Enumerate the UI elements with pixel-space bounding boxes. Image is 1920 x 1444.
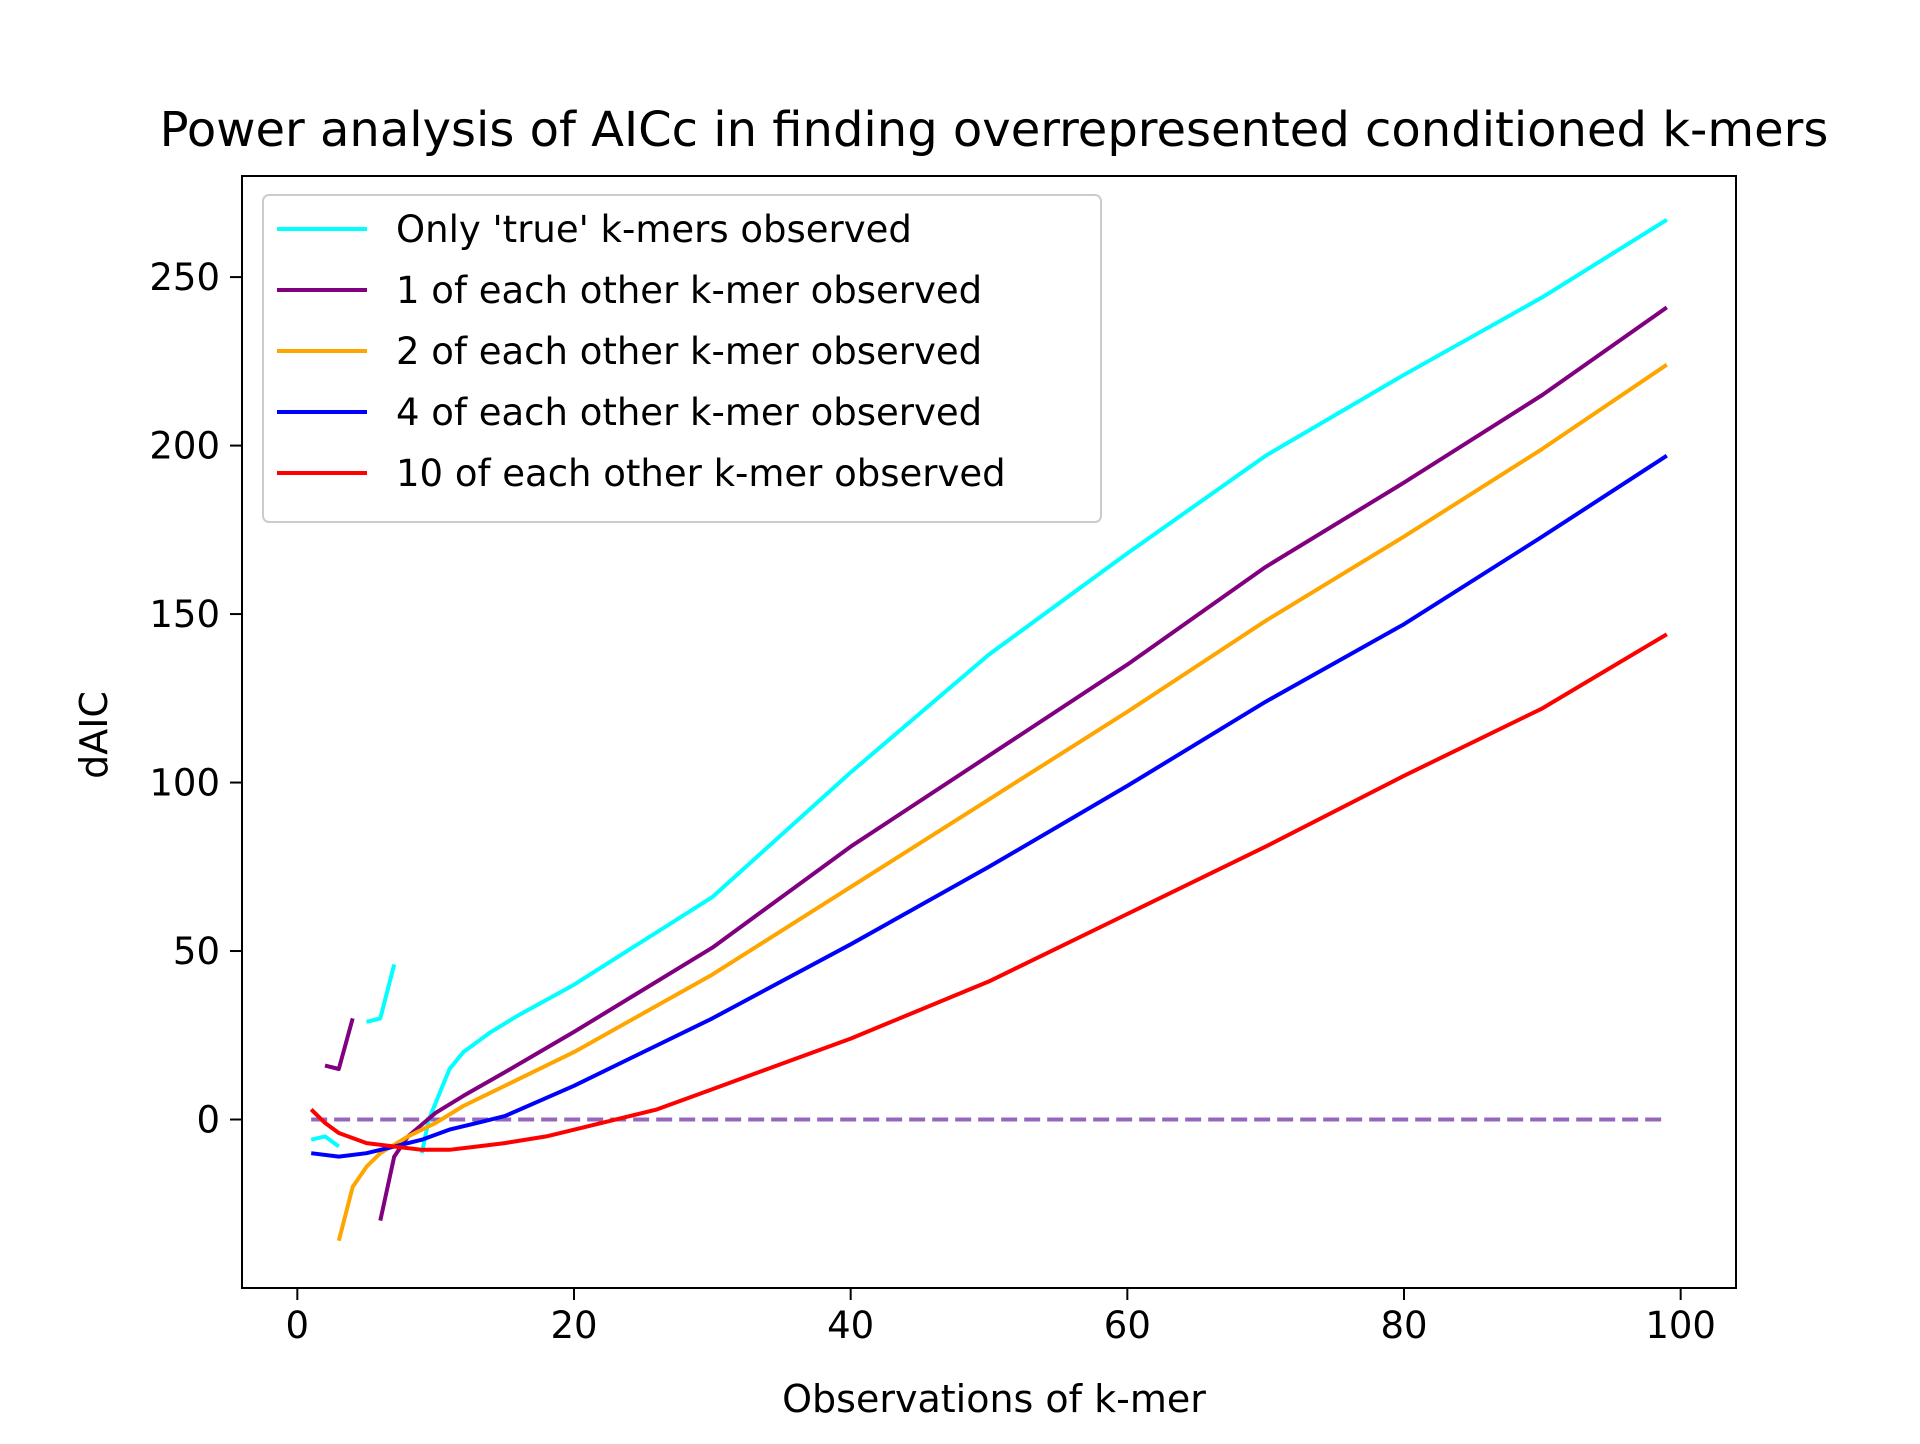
y-tick-label: 150 <box>149 593 220 636</box>
y-tick-label: 0 <box>196 1099 220 1142</box>
x-tick-label: 100 <box>1645 1304 1716 1347</box>
legend-label-4: 4 of each other k-mer observed <box>396 391 982 434</box>
x-tick-label: 0 <box>286 1304 310 1347</box>
x-tick-label: 80 <box>1380 1304 1427 1347</box>
x-axis-label: Observations of k-mer <box>782 1377 1206 1421</box>
legend-label-3: 2 of each other k-mer observed <box>396 330 982 373</box>
chart-title: Power analysis of AICc in finding overre… <box>160 102 1829 158</box>
y-tick-label: 200 <box>149 425 220 468</box>
series-line-1-segment-1 <box>310 1134 340 1149</box>
x-tick-label: 20 <box>550 1304 597 1347</box>
x-tick-label: 40 <box>827 1304 874 1347</box>
y-tick-label: 50 <box>173 930 220 973</box>
y-tick-label: 250 <box>149 256 220 299</box>
legend: Only 'true' k-mers observed 1 of each oth… <box>262 194 1102 523</box>
series-line-4-segment-1 <box>310 454 1668 1159</box>
series-line-3-segment-1 <box>336 363 1668 1242</box>
legend-label-2: 1 of each other k-mer observed <box>396 269 982 312</box>
series-lines <box>309 218 1668 1242</box>
series-line-1-segment-2 <box>366 964 397 1024</box>
y-tick-label: 100 <box>149 762 220 805</box>
plot-area: 0 20 40 60 80 100 0 50 100 150 200 250 <box>149 175 1737 1347</box>
series-line-1-segment-3 <box>419 218 1668 1154</box>
series-line-5-segment-1 <box>309 632 1668 1152</box>
series-line-2-segment-2 <box>378 305 1668 1222</box>
y-axis-label: dAIC <box>72 691 116 779</box>
legend-label-5: 10 of each other k-mer observed <box>396 452 1006 495</box>
plot-frame <box>241 175 1737 1289</box>
x-tick-label: 60 <box>1104 1304 1151 1347</box>
series-line-2-segment-1 <box>324 1017 355 1071</box>
legend-label-1: Only 'true' k-mers observed <box>396 208 912 251</box>
legend-box <box>262 194 1102 523</box>
